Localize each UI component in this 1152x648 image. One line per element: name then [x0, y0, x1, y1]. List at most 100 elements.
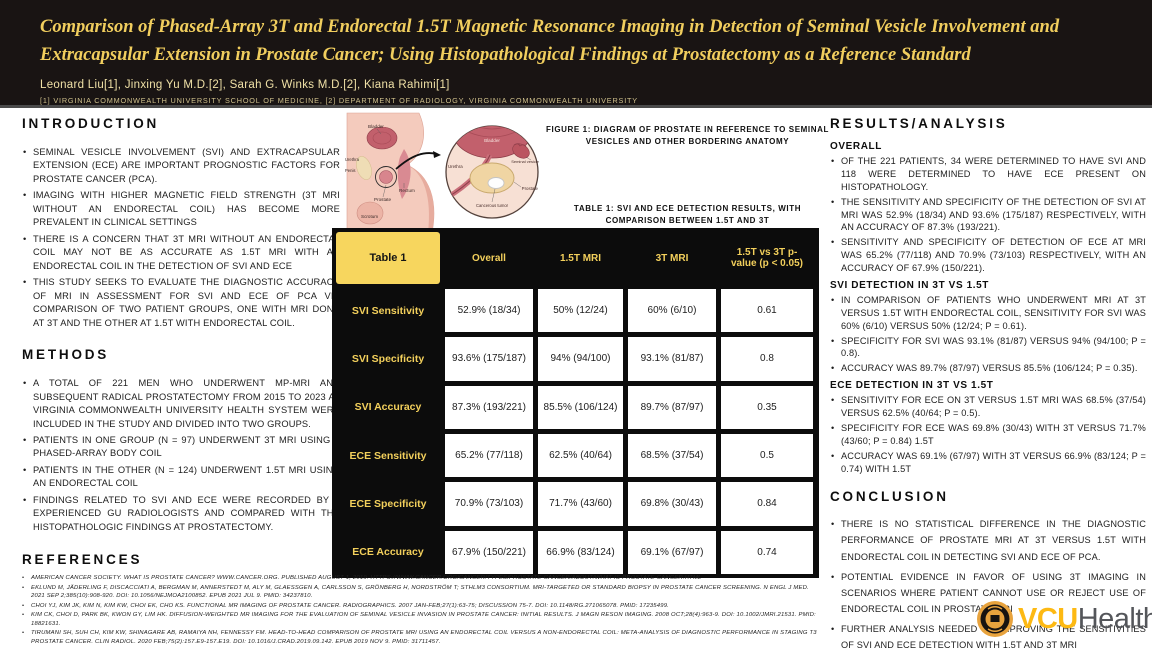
list-item: KIM CK, CHOI D, PARK BK, KWON GY, LIM HK…: [22, 611, 822, 628]
authors-line: Leonard Liu[1], Jinxing Yu M.D.[2], Sara…: [40, 78, 450, 91]
table-cell: 0.61: [721, 289, 813, 333]
table-cell: 60% (6/10): [628, 289, 716, 333]
list-item: THE SENSITIVITY AND SPECIFICITY OF THE D…: [830, 196, 1146, 235]
table-cell: 0.84: [721, 482, 813, 526]
inset-label-prostate: Prostate: [522, 186, 539, 191]
figure-label-prostate: Prostate: [374, 197, 392, 202]
table-cell: 93.1% (81/87): [628, 337, 716, 381]
introduction-list: SEMINAL VESICLE INVOLVEMENT (SVI) AND EX…: [22, 146, 340, 330]
poster-header: Comparison of Phased-Array 3T and Endore…: [0, 0, 1152, 108]
results-svi-list: IN COMPARISON OF PATIENTS WHO UNDERWENT …: [830, 294, 1146, 375]
list-item: IMAGING WITH HIGHER MAGNETIC FIELD STREN…: [22, 189, 340, 229]
results-subheading-svi: SVI DETECTION IN 3T VS 1.5T: [830, 279, 990, 291]
methods-list: A TOTAL OF 221 MEN WHO UNDERWENT MP-MRI …: [22, 377, 340, 534]
list-item: POTENTIAL EVIDENCE IN FAVOR OF USING 3T …: [830, 569, 1146, 617]
results-subheading-overall: OVERALL: [830, 141, 882, 152]
list-item: THERE IS NO STATISTICAL DIFFERENCE IN TH…: [830, 516, 1146, 564]
figure-label-bladder: Bladder: [368, 124, 384, 129]
list-item: THERE IS A CONCERN THAT 3T MRI WITHOUT A…: [22, 233, 340, 273]
list-item: AMERICAN CANCER SOCIETY. WHAT IS PROSTAT…: [22, 574, 822, 583]
right-column: RESULTS/ANALYSIS OVERALL OF THE 221 PATI…: [830, 116, 1146, 648]
table-caption: TABLE 1: SVI AND ECE DETECTION RESULTS, …: [573, 204, 802, 225]
methods-heading: METHODS: [22, 347, 110, 363]
table-row-label: ECE Sensitivity: [349, 449, 427, 462]
figure-label-scrotum: Scrotum: [361, 214, 378, 219]
list-item: SPECIFICITY FOR ECE WAS 69.8% (30/43) WI…: [830, 422, 1146, 448]
table-row-label: SVI Specificity: [351, 352, 425, 365]
table-cell: 50% (12/24): [538, 289, 623, 333]
table-cell: 68.5% (37/54): [628, 433, 716, 478]
affiliations-line: [1] VIRGINIA COMMONWEALTH UNIVERSITY SCH…: [40, 95, 638, 105]
table-row-label: SVI Accuracy: [354, 401, 422, 414]
table-column-header: 1.5T MRI: [559, 252, 602, 264]
figure-label-urethra: Urethra: [345, 157, 360, 162]
left-column: INTRODUCTION SEMINAL VESICLE INVOLVEMENT…: [22, 116, 340, 537]
inset-label-bladder: Bladder: [484, 138, 500, 143]
figure-label-penis: Penis: [345, 168, 355, 173]
results-ece-list: SENSITIVITY FOR ECE ON 3T VERSUS 1.5T MR…: [830, 394, 1146, 475]
list-item: CHOI YJ, KIM JK, KIM N, KIM KW, CHOI EK,…: [22, 602, 822, 611]
poster-title-line1: Comparison of Phased-Array 3T and Endore…: [40, 17, 1060, 37]
table-cell: 87.3% (193/221): [445, 385, 533, 429]
list-item: SPECIFICITY FOR SVI WAS 93.1% (81/87) VE…: [830, 335, 1146, 361]
vcu-seal-icon: [977, 601, 1013, 637]
table-column-header: 1.5T vs 3T p-value (p < 0.05): [731, 247, 803, 269]
references-list: AMERICAN CANCER SOCIETY. WHAT IS PROSTAT…: [22, 574, 822, 647]
list-item: SENSITIVITY FOR ECE ON 3T VERSUS 1.5T MR…: [830, 394, 1146, 420]
list-item: ACCURACY WAS 89.7% (87/97) VERSUS 85.5% …: [830, 362, 1146, 375]
introduction-heading: INTRODUCTION: [22, 116, 160, 131]
table-cell: 0.35: [721, 385, 813, 429]
table-row-label: ECE Specificity: [349, 497, 427, 510]
references-heading: REFERENCES: [22, 552, 143, 567]
references-section: REFERENCES AMERICAN CANCER SOCIETY. WHAT…: [22, 552, 822, 648]
list-item: FINDINGS RELATED TO SVI AND ECE WERE REC…: [22, 494, 340, 534]
inset-label-seminal-vesicle: Seminal vesicle: [511, 159, 540, 164]
anatomy-diagram-image: Bladder Urethra Penis Rectum Prostate Sc…: [345, 112, 540, 234]
list-item: SENSITIVITY AND SPECIFICITY OF DETECTION…: [830, 236, 1146, 275]
table-corner-cell: Table 1: [336, 232, 440, 284]
table-row-label: ECE Accuracy: [352, 546, 424, 559]
list-item: SEMINAL VESICLE INVOLVEMENT (SVI) AND EX…: [22, 146, 340, 186]
figure-caption: FIGURE 1: DIAGRAM OF PROSTATE IN REFEREN…: [546, 125, 829, 146]
table-cell: 89.7% (87/97): [628, 385, 716, 429]
table-cell: 0.5: [721, 433, 813, 478]
list-item: PATIENTS IN THE OTHER (N = 124) UNDERWEN…: [22, 464, 340, 491]
conclusion-heading: CONCLUSION: [830, 489, 949, 505]
table-cell: 65.2% (77/118): [445, 433, 533, 478]
list-item: A TOTAL OF 221 MEN WHO UNDERWENT MP-MRI …: [22, 377, 340, 431]
table-cell: 85.5% (106/124): [538, 385, 623, 429]
inset-label-cancerous-tumor: Cancerous tumor: [476, 203, 509, 208]
inset-label-urethra: Urethra: [448, 164, 463, 169]
table-row-label: SVI Sensitivity: [351, 304, 425, 317]
table-cell: 67.9% (150/221): [445, 530, 533, 574]
table-cell: 71.7% (43/60): [538, 482, 623, 526]
vcu-wordmark: VCU: [1018, 602, 1078, 635]
vcu-health-logo: VCU Health TM: [976, 600, 1152, 638]
table-cell: 94% (94/100): [538, 337, 623, 381]
table-column-header: 3T MRI: [655, 252, 689, 264]
figure-label-rectum: Rectum: [399, 188, 415, 193]
health-wordmark: Health: [1077, 602, 1152, 635]
list-item: OF THE 221 PATIENTS, 34 WERE DETERMINED …: [830, 155, 1146, 194]
results-heading: RESULTS/ANALYSIS: [830, 116, 1008, 131]
list-item: PATIENTS IN ONE GROUP (N = 97) UNDERWENT…: [22, 434, 340, 461]
table-cell: 0.8: [721, 337, 813, 381]
poster-title-line2: Extracapsular Extension in Prostate Canc…: [40, 44, 971, 65]
results-overall-list: OF THE 221 PATIENTS, 34 WERE DETERMINED …: [830, 155, 1146, 275]
table-cell: 62.5% (40/64): [538, 433, 623, 478]
table-cell: 69.1% (67/97): [628, 530, 716, 574]
results-subheading-ece: ECE DETECTION IN 3T VS 1.5T: [830, 380, 994, 392]
table-cell: 70.9% (73/103): [445, 482, 533, 526]
list-item: TIRUMANI SH, SUH CH, KIM KW, SHINAGARE A…: [22, 629, 822, 646]
table-cell: 0.74: [721, 530, 813, 574]
prostate-anatomy-figure: Bladder Urethra Penis Rectum Prostate Sc…: [344, 111, 542, 235]
results-table: Table 1 Overall 1.5T MRI 3T MRI 1.5T vs …: [332, 228, 819, 578]
list-item: IN COMPARISON OF PATIENTS WHO UNDERWENT …: [830, 294, 1146, 333]
table-column-header: Overall: [472, 252, 506, 264]
table-cell: 52.9% (18/34): [445, 289, 533, 333]
table-cell: 69.8% (30/43): [628, 482, 716, 526]
list-item: ACCURACY WAS 69.1% (67/97) WITH 3T VERSU…: [830, 450, 1146, 476]
list-item: EKLUND M, JÄDERLING F, DISCACCIATI A, BE…: [22, 584, 822, 601]
table-cell: 93.6% (175/187): [445, 337, 533, 381]
